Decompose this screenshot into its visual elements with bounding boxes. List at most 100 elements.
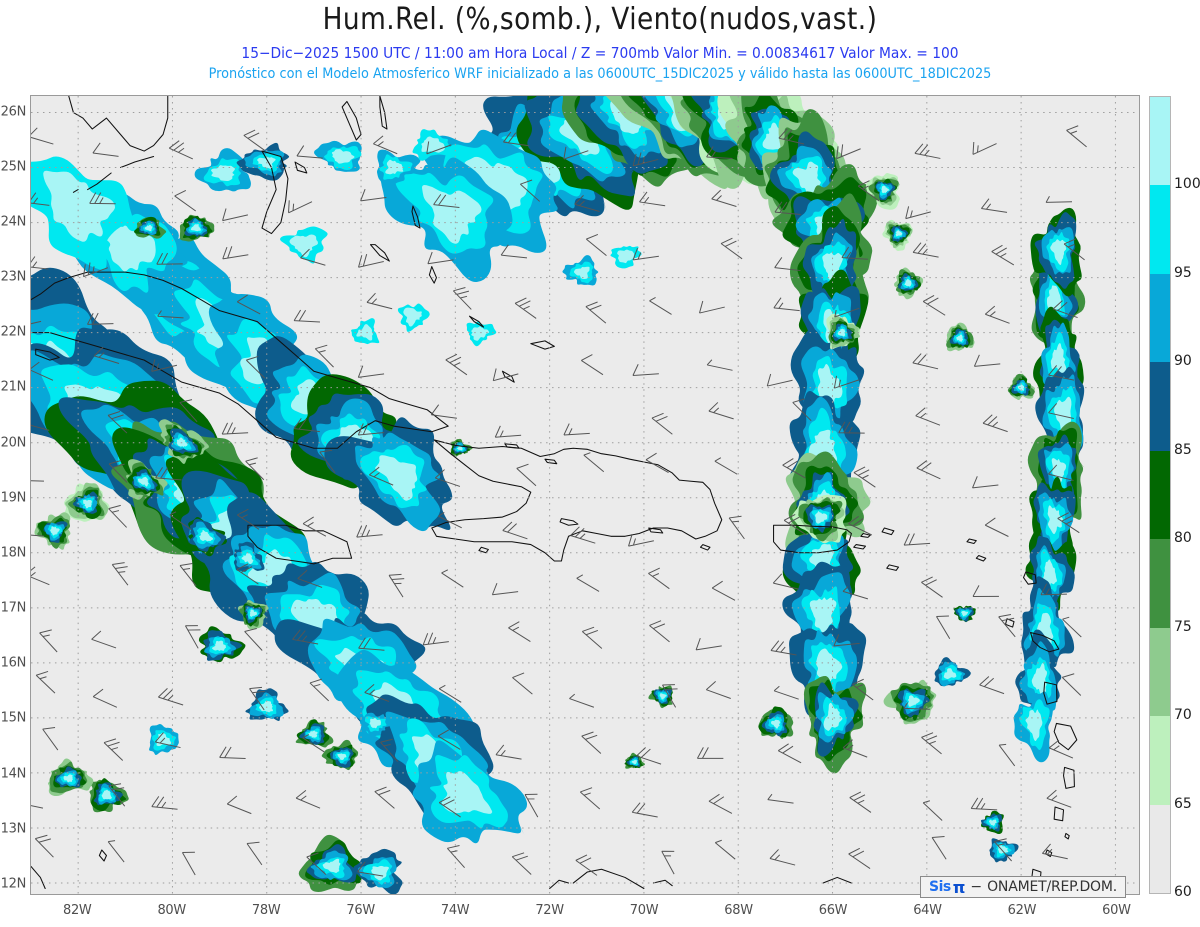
shade-cell-14-ring7 — [337, 753, 347, 761]
colorbar-tick-60: 60 — [1174, 884, 1192, 900]
coast-martinique — [1053, 722, 1078, 751]
coast-montserrat — [1005, 618, 1015, 628]
wind-barb-156 — [833, 375, 860, 389]
wind-barb-213 — [373, 135, 398, 155]
wind-barb-166 — [452, 287, 472, 310]
wind-barb-151 — [492, 368, 519, 382]
wind-barb-126 — [972, 476, 999, 489]
wind-barb-49 — [92, 688, 118, 708]
wind-barb-211 — [243, 129, 266, 151]
wind-barb-177 — [83, 262, 109, 278]
wind-barb-218 — [706, 146, 733, 160]
coastline-layer — [31, 96, 1078, 890]
wind-barb-74 — [695, 637, 722, 651]
coast-florida — [68, 96, 169, 152]
wind-barb-76 — [833, 634, 860, 647]
shade-band-ne-6-ring7 — [792, 161, 821, 195]
wind-barb-194 — [174, 190, 196, 212]
wind-barb-47 — [1048, 739, 1074, 759]
shade-cell-12-ring7 — [259, 700, 274, 713]
wind-barb-8 — [575, 854, 598, 876]
coast-margarita — [822, 876, 852, 884]
wind-barb-132 — [293, 418, 320, 433]
wind-barb-94 — [972, 585, 999, 597]
wind-barb-62 — [979, 676, 1005, 695]
shade-cell-27-ring7 — [961, 610, 969, 617]
wind-barb-114 — [155, 467, 182, 481]
wind-barb-170 — [699, 300, 725, 314]
wind-barb-105 — [628, 534, 654, 547]
pi-symbol-icon: π — [952, 877, 966, 897]
wind-barb-155 — [766, 373, 793, 387]
coast-lagoon-se — [648, 527, 664, 534]
colorbar-tick-70: 70 — [1174, 707, 1192, 724]
wind-barb-181 — [358, 253, 384, 268]
shade-cell-7-ring7 — [289, 234, 318, 258]
wind-barb-130 — [179, 399, 198, 423]
wind-barb-149 — [357, 365, 385, 378]
wind-barb-75 — [770, 640, 797, 656]
shade-band-61w-4-ring7 — [1047, 505, 1064, 535]
colorbar-tick-80: 80 — [1174, 530, 1192, 547]
wind-barb-12 — [848, 847, 871, 869]
shade-cell-33-ring7 — [617, 249, 635, 264]
wind-barb-178 — [156, 252, 183, 265]
wind-barb-83 — [236, 563, 259, 585]
shade-cell-29-ring7 — [176, 437, 188, 447]
wind-barb-51 — [249, 686, 265, 711]
shade-cell-34-ring7 — [881, 185, 890, 194]
colorbar-segment-5 — [1150, 539, 1170, 628]
coast-anguilla — [966, 538, 977, 545]
colorbar[interactable] — [1149, 96, 1171, 894]
wind-barb-21 — [374, 786, 395, 809]
coast-eleuthera — [341, 100, 362, 141]
wind-barb-18 — [151, 796, 178, 810]
y-axis-tick-16N: 16N — [0, 655, 27, 671]
wind-barb-60 — [852, 678, 874, 701]
wind-barb-196 — [288, 200, 313, 214]
wind-barb-7 — [511, 852, 532, 875]
wind-barb-69 — [358, 637, 385, 651]
wind-barb-84 — [297, 569, 323, 588]
shade-cell-20-ring7 — [371, 865, 389, 881]
shade-cell-17-ring7 — [101, 789, 112, 800]
shade-cell-3-ring7 — [385, 159, 404, 175]
map-plot-area[interactable] — [30, 95, 1140, 895]
wind-barb-4 — [306, 852, 327, 875]
x-axis-tick-74W: 74W — [440, 903, 470, 918]
wind-barb-198 — [433, 194, 460, 209]
wind-barb-190 — [991, 244, 1015, 266]
organization-label: ONAMET/REP.DOM. — [987, 879, 1117, 895]
coast-abaco — [379, 96, 388, 130]
wind-barb-28 — [849, 791, 872, 813]
wind-barb-189 — [912, 242, 939, 258]
wind-barb-186 — [720, 237, 743, 260]
shade-band-61w-7-ring7 — [1031, 663, 1047, 696]
wind-barb-0 — [34, 834, 54, 858]
colorbar-segment-8 — [1150, 804, 1170, 893]
wind-barb-127 — [1047, 464, 1074, 481]
y-axis-tick-24N: 24N — [0, 214, 27, 230]
y-axis-tick-20N: 20N — [0, 435, 27, 451]
shade-band-61w-3-ring7 — [1051, 458, 1067, 485]
wind-barb-111 — [1057, 512, 1080, 534]
wind-barb-95 — [1040, 583, 1067, 596]
wind-barb-81 — [111, 562, 129, 586]
coast-san-salvador — [428, 266, 437, 284]
wind-barb-104 — [570, 526, 596, 544]
coast-st-croix — [886, 564, 900, 571]
wind-barb-109 — [903, 533, 931, 546]
wind-barb-175 — [1052, 300, 1078, 319]
wind-barb-36 — [302, 734, 325, 753]
shade-cell-40-ring7 — [50, 526, 60, 536]
x-axis-tick-82W: 82W — [62, 903, 92, 918]
shade-cell-22-ring7 — [908, 695, 920, 707]
wind-barb-34 — [154, 732, 181, 749]
wind-barb-48 — [35, 670, 56, 694]
wind-barb-123 — [782, 458, 806, 479]
wind-barb-214 — [426, 141, 452, 155]
shade-cell-43-ring7 — [837, 328, 846, 337]
wind-barb-79 — [1062, 616, 1082, 638]
wind-barb-41 — [636, 747, 662, 765]
wind-barb-106 — [728, 515, 745, 540]
